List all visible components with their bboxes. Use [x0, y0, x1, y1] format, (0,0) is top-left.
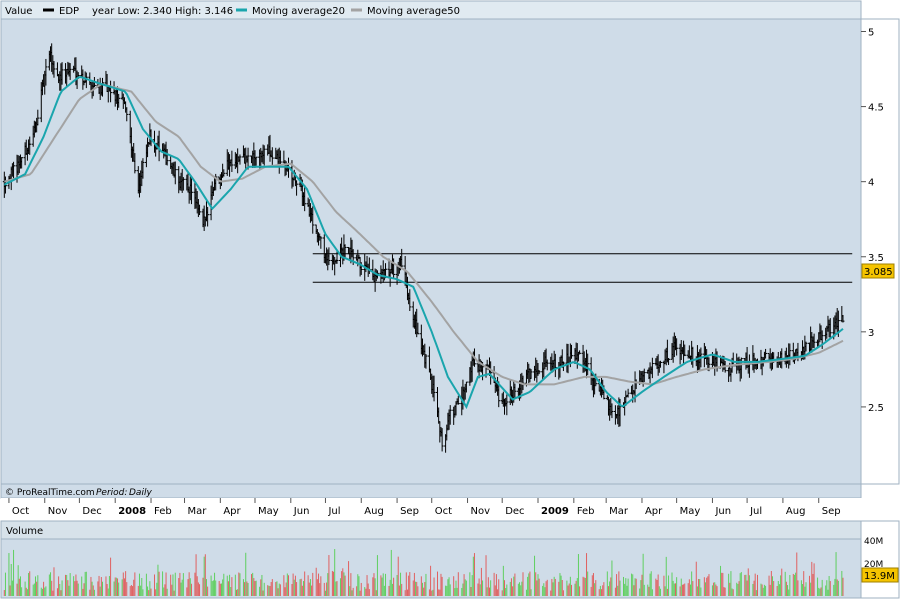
time-tick-label: Aug — [364, 506, 384, 517]
volume-title: Volume — [6, 526, 43, 537]
time-tick-label: Apr — [645, 506, 663, 517]
legend-year-range: year Low: 2.340 High: 3.146 — [92, 6, 233, 17]
time-axis-area — [1, 498, 899, 518]
time-tick-label: Jun — [714, 506, 731, 517]
time-tick-label: Dec — [505, 506, 524, 517]
time-tick-label: Dec — [82, 506, 101, 517]
time-tick-label: 2009 — [541, 506, 569, 517]
time-tick-label: Feb — [577, 506, 595, 517]
last-price-label: 3.085 — [864, 267, 893, 278]
last-volume-badge — [861, 567, 899, 583]
time-tick-label: Sep — [400, 506, 419, 517]
time-tick-label: Jul — [749, 506, 762, 517]
price-tick-label: 4 — [868, 178, 874, 189]
footer-period-label: Period: — [96, 488, 127, 498]
time-tick-label: Mar — [609, 506, 629, 517]
volume-header — [0, 520, 862, 540]
time-tick-label: Oct — [12, 506, 29, 517]
price-tick-label: 3 — [868, 328, 874, 339]
time-tick-label: Mar — [188, 506, 208, 517]
time-tick-label: May — [258, 506, 279, 517]
time-tick-label: Sep — [822, 506, 841, 517]
volume-axis-area — [860, 520, 900, 599]
price-axis-ticks: 2.5 3 3.5 4 4.5 5 — [861, 28, 884, 414]
time-tick-label: May — [680, 506, 701, 517]
ma20-line — [3, 75, 844, 410]
ma50-line — [4, 83, 844, 386]
volume-bars — [3, 549, 844, 596]
price-plot-area — [0, 18, 862, 485]
last-price-badge — [861, 263, 895, 279]
footer-brand: © ProRealTime.com — [5, 488, 95, 498]
volume-tick-20m: 20M — [864, 560, 883, 570]
legend-symbol: EDP — [59, 6, 79, 17]
time-tick-label: Oct — [435, 506, 452, 517]
time-tick-label: Aug — [786, 506, 806, 517]
legend-value-label: Value — [5, 6, 32, 17]
price-tick-label: 3.5 — [868, 253, 884, 264]
time-tick-label: 2008 — [118, 506, 146, 517]
price-tick-label: 4.5 — [868, 103, 884, 114]
moving-averages — [3, 75, 844, 410]
time-tick-label: Apr — [223, 506, 241, 517]
footer-period-value: Daily — [129, 488, 152, 498]
time-axis-labels: Oct Nov Dec 2008 Feb Mar Apr May Jun Jul Aug Sep Oct… — [8, 498, 841, 517]
last-volume-label: 13.9M — [864, 571, 895, 582]
time-tick-label: Nov — [471, 506, 491, 517]
time-tick-label: Jul — [327, 506, 340, 517]
price-tick-label: 5 — [868, 28, 874, 39]
price-axis-area — [860, 18, 900, 485]
time-tick-label: Jun — [293, 506, 310, 517]
volume-tick-40m: 40M — [864, 537, 883, 547]
legend-ma50-label: Moving average50 — [367, 6, 460, 17]
time-tick-label: Nov — [48, 506, 68, 517]
price-tick-label: 2.5 — [868, 403, 884, 414]
time-tick-label: Feb — [154, 506, 172, 517]
legend-ma20-label: Moving average20 — [252, 6, 345, 17]
